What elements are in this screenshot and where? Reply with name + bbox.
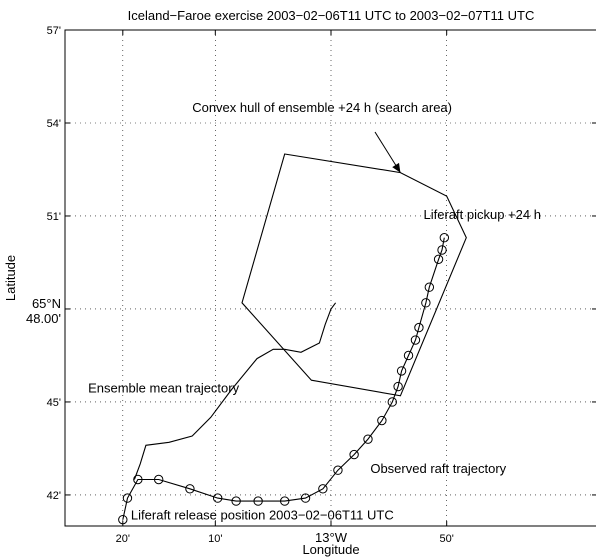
y-tick-label: 65°N 48.00' xyxy=(26,296,61,326)
raft-position-marker xyxy=(410,335,421,345)
annotation-label: Observed raft trajectory xyxy=(370,461,506,476)
y-tick-label-line: 65°N xyxy=(32,296,61,311)
raft-position-marker xyxy=(118,514,128,525)
raft-position-marker xyxy=(122,493,133,503)
raft-position-marker xyxy=(393,381,403,392)
raft-position-marker xyxy=(153,474,164,485)
x-tick-label: 50' xyxy=(440,533,454,545)
raft-position-marker xyxy=(185,484,195,494)
raft-position-marker xyxy=(396,366,407,376)
annotation-label: Liferaft pickup +24 h xyxy=(424,207,541,222)
raft-position-marker xyxy=(349,449,359,460)
y-tick-label: 54' xyxy=(47,118,61,130)
y-tick-label: 45' xyxy=(47,397,61,409)
raft-position-marker xyxy=(437,245,447,255)
raft-position-marker xyxy=(318,484,328,494)
raft-position-marker xyxy=(300,493,311,503)
annotation-layer: Convex hull of ensemble +24 h (search ar… xyxy=(88,100,541,522)
raft-position-marker xyxy=(363,434,373,444)
raft-position-marker xyxy=(424,282,435,292)
y-tick-label-line: 48.00' xyxy=(26,311,61,326)
raft-position-marker xyxy=(403,350,414,361)
chart-title: Iceland−Faroe exercise 2003−02−06T11 UTC… xyxy=(128,8,535,23)
raft-position-marker xyxy=(439,233,450,243)
ensemble-mean-trajectory xyxy=(133,302,337,480)
y-tick-label: 57' xyxy=(47,25,61,37)
x-tick-label: 10' xyxy=(208,533,222,545)
y-tick-label: 51' xyxy=(47,211,61,223)
annotation-label: Convex hull of ensemble +24 h (search ar… xyxy=(192,100,452,115)
raft-position-marker xyxy=(421,298,431,308)
x-axis-label: Longitude xyxy=(302,542,359,557)
observed-raft-trajectory xyxy=(122,237,445,520)
tick-layer: 20' 10' 13°W 50' 42' 45' 65°N 48.00' 51' 54' 57' xyxy=(26,25,596,545)
annotation-label: Liferaft release position 2003−02−06T11 … xyxy=(131,508,394,523)
raft-position-marker xyxy=(377,415,387,426)
raft-position-marker xyxy=(231,496,241,506)
raft-position-marker xyxy=(333,465,343,475)
x-tick-label: 20' xyxy=(116,533,130,545)
annotation-label: Ensemble mean trajectory xyxy=(88,381,240,396)
series-layer xyxy=(118,153,467,525)
raft-position-marker xyxy=(433,254,444,265)
search-area-hull xyxy=(241,153,467,397)
annotation-arrow-head xyxy=(392,162,401,173)
raft-position-marker xyxy=(414,322,424,333)
raft-position-marker xyxy=(280,496,290,506)
y-tick-label: 42' xyxy=(47,490,61,502)
raft-position-marker xyxy=(387,397,397,407)
raft-position-marker xyxy=(133,474,143,485)
raft-position-marker xyxy=(253,496,263,506)
x-tick-label: 13°W xyxy=(315,530,348,545)
raft-position-marker xyxy=(212,493,223,503)
y-axis-label: Latitude xyxy=(3,255,18,301)
